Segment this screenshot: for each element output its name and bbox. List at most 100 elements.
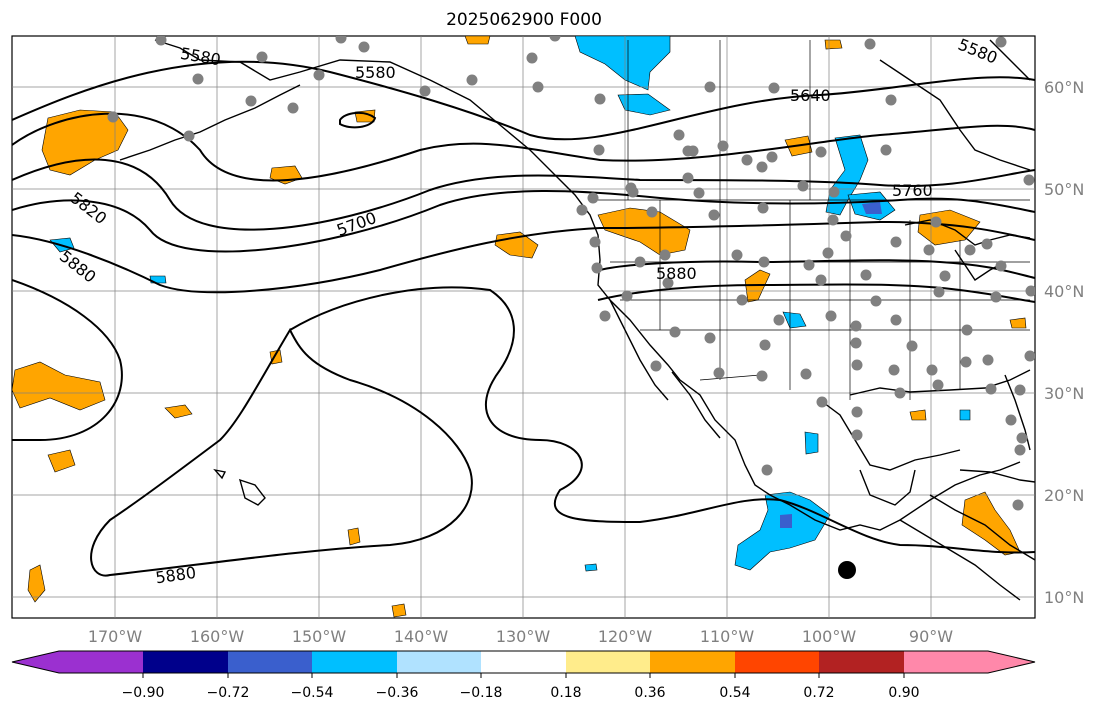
station-dot: [669, 326, 681, 338]
station-dot: [107, 111, 119, 123]
colorbar-tick-label: −0.72: [207, 685, 250, 701]
lon-tick-label: 150°W: [292, 627, 347, 646]
colorbar-tick-label: 0.36: [634, 685, 665, 701]
station-dot: [939, 270, 951, 282]
station-dot: [860, 269, 872, 281]
colorbar-segment: [819, 651, 904, 673]
station-dot: [961, 324, 973, 336]
lon-tick-label: 100°W: [802, 627, 857, 646]
lon-tick-label: 140°W: [394, 627, 449, 646]
station-dot: [894, 387, 906, 399]
station-dot: [851, 406, 863, 418]
station-dot: [192, 73, 204, 85]
colorbar-extend-high: [988, 651, 1035, 673]
colorbar-segment: [650, 651, 735, 673]
station-dot: [313, 69, 325, 81]
contour-label: 5580: [355, 63, 396, 82]
station-dot: [923, 244, 935, 256]
coastlines: [119, 39, 1035, 601]
lon-tick-label: 90°W: [909, 627, 953, 646]
station-dot: [933, 286, 945, 298]
colorbar-segment: [228, 651, 312, 673]
colorbar-tick-label: 0.54: [719, 685, 750, 701]
latitude-labels: 60°N 50°N 40°N 30°N 20°N 10°N: [1044, 78, 1084, 607]
station-dot: [981, 238, 993, 250]
station-dot: [1012, 499, 1024, 511]
station-dot: [1024, 350, 1035, 362]
station-dot: [890, 236, 902, 248]
station-dot: [995, 260, 1007, 272]
station-dots: [107, 36, 1035, 511]
station-dot: [466, 74, 478, 86]
station-dot: [800, 368, 812, 380]
colorbar-tick-label: 0.72: [803, 685, 834, 701]
station-dot: [850, 337, 862, 349]
station-dot: [659, 249, 671, 261]
colorbar-segment: [312, 651, 397, 673]
lat-tick-label: 10°N: [1044, 588, 1084, 607]
lat-tick-label: 50°N: [1044, 180, 1084, 199]
station-dot: [815, 274, 827, 286]
station-dot: [1014, 384, 1026, 396]
station-dot: [797, 180, 809, 192]
station-dot: [885, 94, 897, 106]
station-dot: [335, 36, 347, 44]
station-dot: [1014, 444, 1026, 456]
lon-tick-label: 120°W: [598, 627, 653, 646]
station-dot: [594, 93, 606, 105]
station-dot: [756, 161, 768, 173]
station-dot: [256, 51, 268, 63]
station-dot: [926, 364, 938, 376]
station-dot: [687, 145, 699, 157]
lat-tick-label: 60°N: [1044, 78, 1084, 97]
station-dot: [646, 206, 658, 218]
colorbar-segment: [143, 651, 228, 673]
lon-tick-label: 160°W: [190, 627, 245, 646]
station-dot: [960, 356, 972, 368]
station-dot: [155, 36, 167, 46]
colorbar-segment: [481, 651, 566, 673]
station-dot: [982, 354, 994, 366]
station-dot: [759, 339, 771, 351]
station-dot: [650, 360, 662, 372]
station-dot: [736, 294, 748, 306]
colorbar: [11, 650, 1036, 678]
station-dot: [906, 340, 918, 352]
map-title: 2025062900 F000: [446, 10, 602, 30]
station-dot: [1025, 285, 1035, 297]
station-dot: [768, 82, 780, 94]
station-dot: [419, 85, 431, 97]
station-dot: [682, 172, 694, 184]
station-dot: [627, 186, 639, 198]
station-dot: [816, 396, 828, 408]
station-dot: [985, 383, 997, 395]
colorbar-segment: [735, 651, 819, 673]
colorbar-tick-label: 0.18: [550, 685, 581, 701]
lon-tick-label: 110°W: [700, 627, 755, 646]
station-dot: [888, 364, 900, 376]
station-dot: [704, 332, 716, 344]
station-dot: [589, 236, 601, 248]
lat-tick-label: 40°N: [1044, 282, 1084, 301]
station-dot: [287, 102, 299, 114]
colorbar-segment: [397, 651, 481, 673]
station-dot: [757, 202, 769, 214]
contour-label: 5880: [656, 264, 697, 283]
station-dot: [756, 370, 768, 382]
station-dot: [761, 464, 773, 476]
station-dot: [803, 259, 815, 271]
lat-tick-label: 20°N: [1044, 486, 1084, 505]
station-dot: [880, 144, 892, 156]
colorbar-segment: [904, 651, 988, 673]
colorbar-tick-label: −0.36: [376, 685, 419, 701]
shaded-field-negative: [49, 36, 971, 572]
colorbar-segment: [59, 651, 143, 673]
station-dot: [713, 367, 725, 379]
station-dot: [708, 209, 720, 221]
station-dot: [532, 81, 544, 93]
station-dot: [693, 187, 705, 199]
station-dot: [930, 216, 942, 228]
lon-tick-label: 170°W: [88, 627, 143, 646]
station-dot: [932, 379, 944, 391]
